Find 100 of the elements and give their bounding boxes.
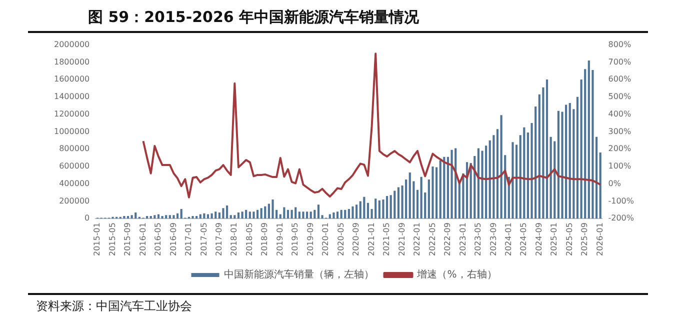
bar — [126, 216, 130, 219]
bar — [523, 127, 526, 219]
legend-label: 增速（%，右轴） — [416, 268, 497, 281]
y2-tick-label: 400% — [608, 109, 632, 118]
bar — [154, 215, 156, 219]
bar — [492, 135, 495, 219]
bar — [542, 87, 544, 219]
bar — [584, 69, 586, 219]
x-tick-label: 2024-01 — [504, 222, 513, 256]
bar — [546, 80, 548, 219]
x-tick-label: 2015-05 — [108, 222, 117, 256]
y2-tick-label: 500% — [608, 92, 632, 102]
y-tick-label: 1800000 — [54, 57, 90, 66]
bar — [294, 207, 297, 219]
x-tick-label: 2023-05 — [474, 222, 483, 256]
bar — [496, 129, 499, 219]
bar — [272, 199, 274, 219]
bar — [130, 215, 133, 219]
bar — [332, 212, 335, 219]
x-tick-label: 2017-01 — [184, 222, 194, 256]
y-tick-label: 1600000 — [54, 74, 90, 84]
bar — [565, 104, 568, 219]
bar — [306, 212, 308, 219]
bar — [226, 206, 228, 219]
bar — [157, 214, 160, 219]
y-tick-label: 1200000 — [54, 109, 90, 118]
bar — [317, 204, 320, 219]
bar — [348, 209, 350, 219]
bar — [408, 172, 411, 219]
bar — [328, 214, 331, 219]
bar — [241, 212, 244, 219]
bar — [500, 115, 502, 219]
y2-tick-label: -100% — [608, 196, 634, 206]
bar — [237, 212, 240, 219]
bar — [554, 141, 556, 219]
bar — [534, 106, 537, 219]
bar — [405, 179, 408, 219]
bar — [436, 167, 438, 219]
bar — [203, 213, 206, 219]
x-tick-label: 2023-09 — [488, 222, 498, 256]
x-tick-label: 2017-05 — [199, 222, 208, 256]
bar — [382, 199, 384, 219]
y2-tick-label: 0% — [608, 178, 622, 188]
bar — [260, 208, 262, 219]
bar — [286, 210, 290, 219]
bar — [557, 110, 560, 219]
y2-tick-label: 700% — [608, 57, 632, 66]
x-tick-label: 2024-09 — [534, 222, 544, 256]
bar — [172, 215, 175, 219]
x-tick-label: 2018-01 — [230, 222, 239, 256]
y2-tick-label: 200% — [608, 144, 632, 154]
bar — [150, 216, 152, 219]
bar — [214, 212, 217, 219]
bar — [599, 152, 602, 219]
bar — [146, 216, 148, 219]
bar — [378, 200, 380, 219]
x-tick-label: 2025-09 — [580, 222, 590, 256]
bar — [450, 150, 453, 219]
x-tick-label: 2020-09 — [352, 222, 361, 256]
y2-tick-label: -200% — [608, 214, 634, 223]
bar — [168, 215, 171, 219]
bar — [374, 198, 377, 219]
bar — [512, 142, 514, 219]
bar — [568, 103, 571, 219]
x-tick-label: 2018-09 — [260, 222, 270, 256]
y2-tick-label: 800% — [608, 40, 632, 49]
bar — [310, 212, 312, 219]
x-tick-label: 2019-09 — [306, 222, 315, 256]
x-tick-label: 2025-01 — [550, 222, 559, 256]
y-tick-label: 400000 — [59, 178, 90, 188]
x-tick-label: 2026-01 — [595, 222, 604, 256]
y-tick-label: 1400000 — [54, 92, 90, 102]
y-tick-label: 800000 — [59, 144, 90, 154]
bar — [161, 216, 164, 219]
x-tick-label: 2021-09 — [397, 222, 406, 256]
x-tick-label: 2016-09 — [168, 222, 178, 256]
bar — [192, 216, 194, 219]
bar — [314, 210, 316, 219]
bar — [363, 196, 366, 219]
bar — [123, 216, 126, 219]
bar — [268, 204, 270, 219]
bar — [352, 206, 354, 219]
legend-label: 中国新能源汽车销量（辆，左轴） — [224, 268, 374, 281]
x-tick-label: 2022-09 — [443, 222, 452, 256]
x-tick-label: 2021-01 — [366, 222, 376, 256]
bar — [206, 214, 210, 219]
x-tick-label: 2015-09 — [123, 222, 132, 256]
bar — [234, 215, 236, 219]
y-tick-label: 200000 — [59, 196, 90, 206]
bar — [439, 160, 442, 219]
bar — [180, 209, 182, 219]
bar — [420, 176, 422, 219]
x-tick-label: 2017-09 — [214, 222, 224, 256]
y-tick-label: 600000 — [59, 162, 90, 171]
bar — [344, 210, 346, 219]
bar — [252, 212, 255, 219]
bar — [283, 207, 286, 219]
y2-tick-label: 600% — [608, 74, 632, 84]
y2-tick-label: 300% — [608, 126, 632, 136]
bar — [394, 190, 396, 219]
